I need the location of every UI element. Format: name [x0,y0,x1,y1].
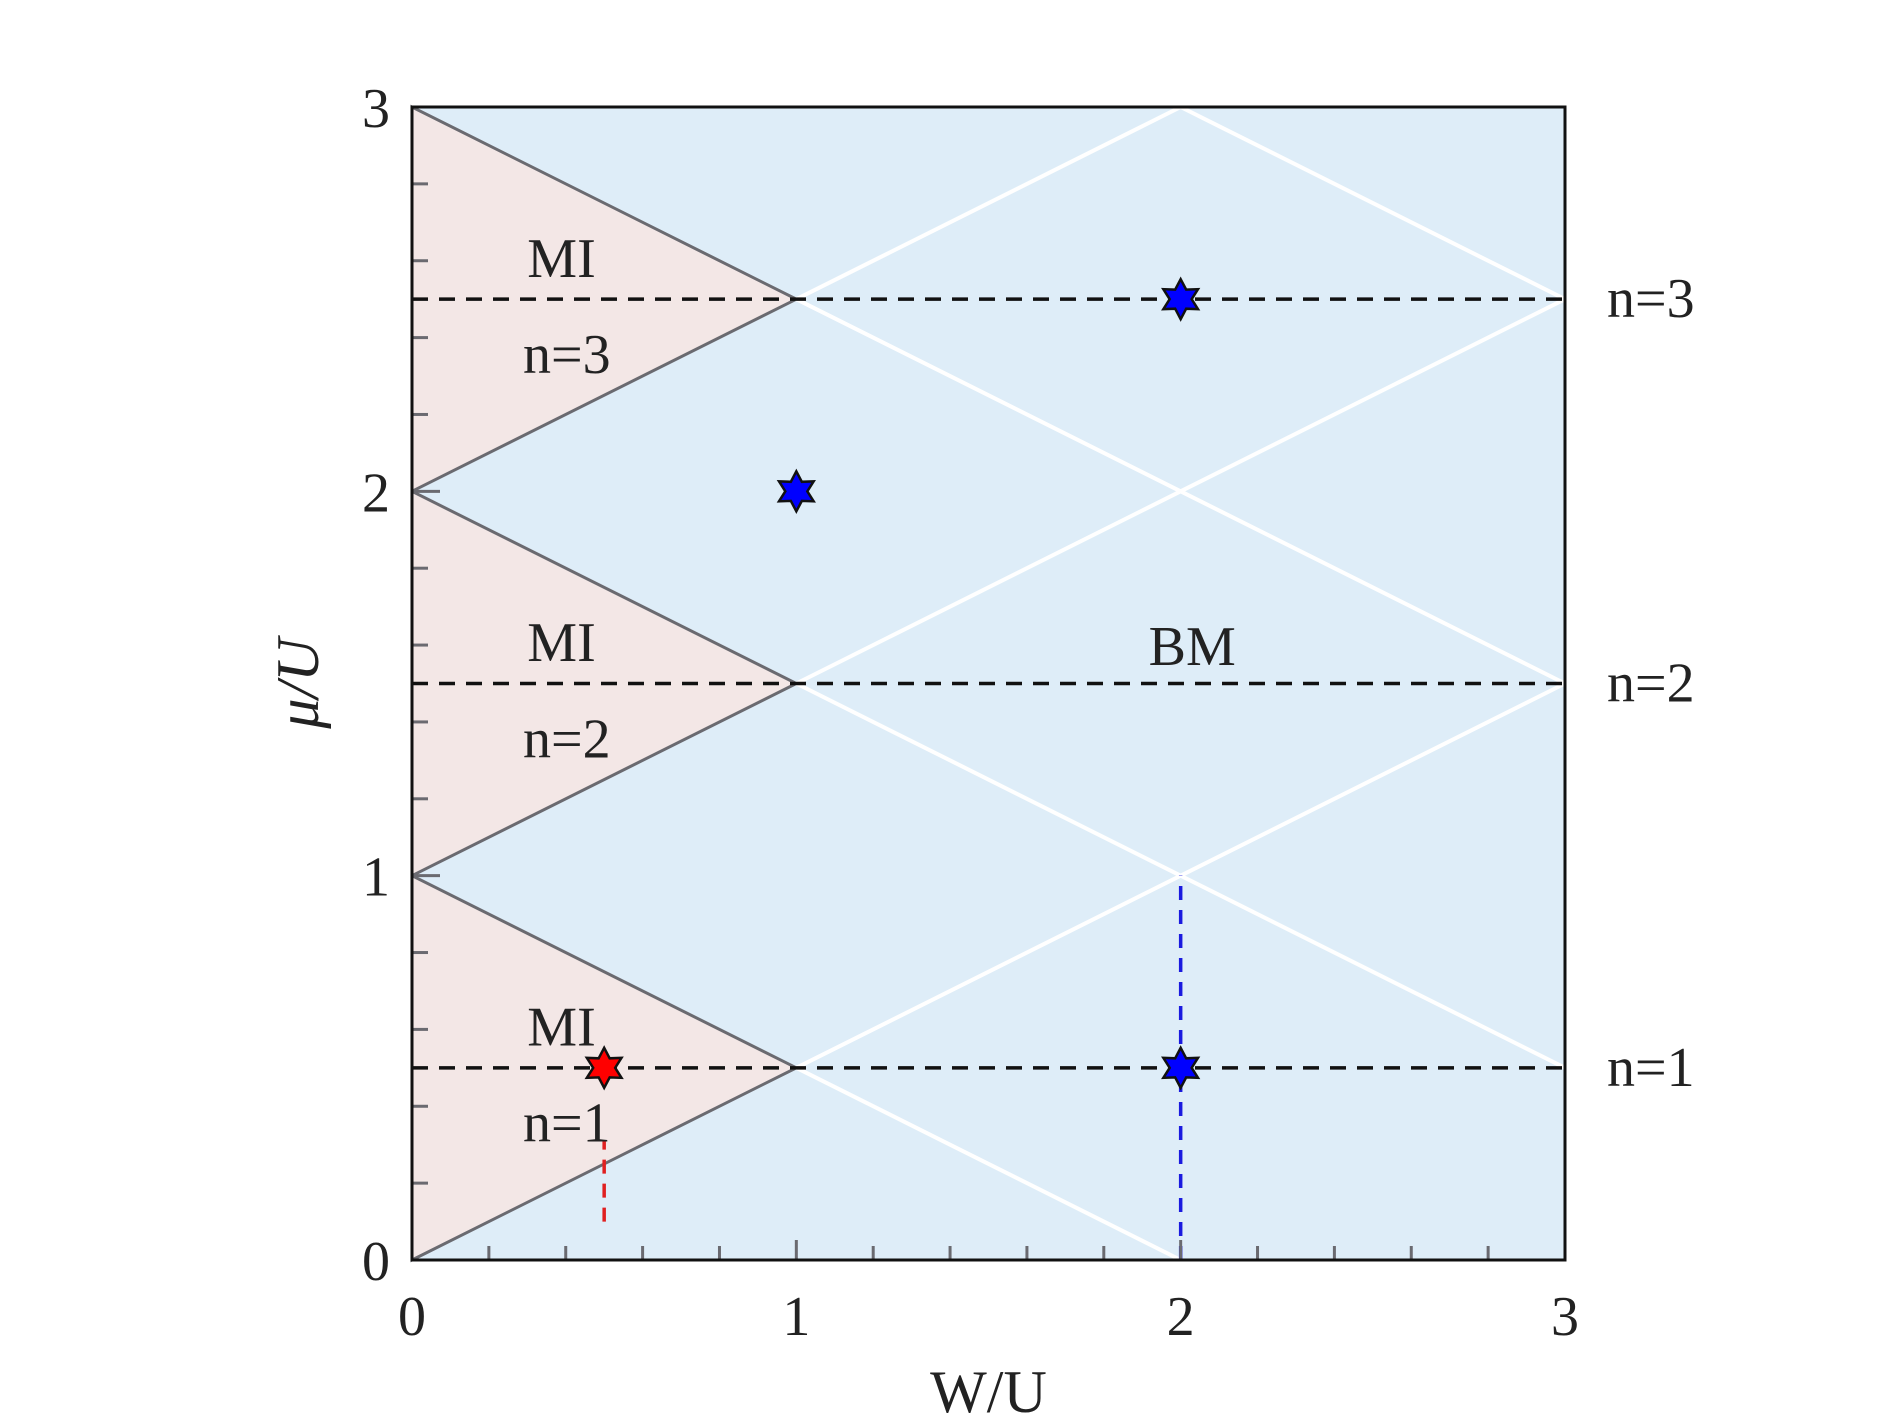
region-label-MI: MI [527,612,595,674]
x-tick-label: 3 [1551,1286,1579,1348]
region-label-MI: MI [527,997,595,1059]
side-label-n=1: n=1 [1607,1037,1695,1099]
diamond-line-5 [795,105,1182,301]
y-axis-label: μ/U [265,635,331,730]
star-marker-1 [1161,1045,1201,1091]
region-sublabel-n=1: n=1 [523,1093,611,1155]
ticks-layer [412,182,1490,1260]
diamond-line-4 [795,297,1566,686]
star-marker-0 [584,1045,624,1091]
y-tick-label: 2 [362,462,390,524]
diamond-line-0 [795,1066,1182,1262]
y-tick-label: 0 [362,1231,390,1293]
side-label-n=3: n=3 [1607,268,1695,330]
markers-layer [584,276,1201,1091]
star-marker-3 [1161,276,1201,322]
region-label-MI: MI [527,228,595,290]
lines-layer [795,105,1566,1262]
region-label-BM: BM [1149,616,1236,678]
labels-layer: n=1 n=2 n=3 0 1 2 3 0 1 2 3 MI n=1 MI n=2 MI n=3 BM [362,78,1695,1348]
diamond-line-6 [1179,105,1566,301]
plot-frame [410,105,1567,1262]
x-tick-label: 2 [1167,1286,1195,1348]
region-sublabel-n=3: n=3 [523,324,611,386]
side-label-n=2: n=2 [1607,653,1695,715]
x-tick-label: 0 [398,1286,426,1348]
star-marker-2 [776,468,816,515]
x-tick-label: 1 [782,1286,810,1348]
y-tick-label: 3 [362,78,390,140]
x-axis-label: W/U [930,1359,1047,1417]
region-sublabel-n=2: n=2 [523,708,611,770]
y-tick-label: 1 [362,847,390,909]
